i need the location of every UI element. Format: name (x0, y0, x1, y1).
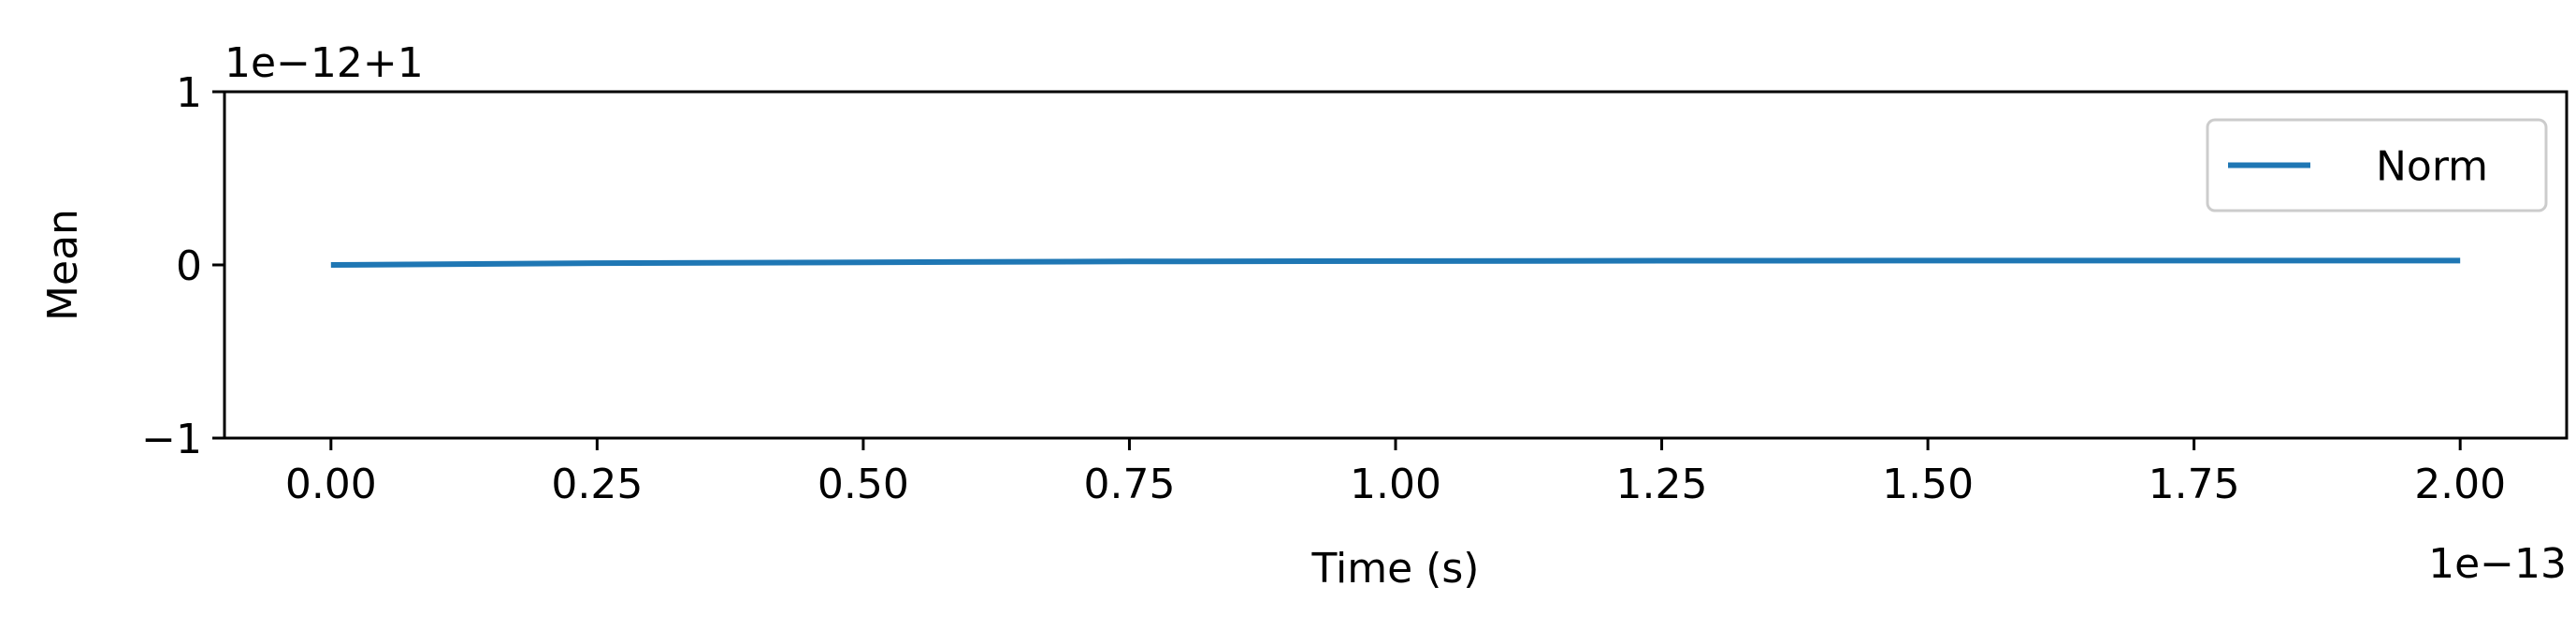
x-tick-label: 0.25 (551, 461, 643, 508)
y-tick-label: 0 (176, 242, 202, 290)
x-tick-label: 2.00 (2414, 461, 2506, 508)
y-axis-label: Mean (39, 209, 87, 321)
x-tick-label: 1.25 (1616, 461, 1708, 508)
x-axis-label: Time (s) (1311, 545, 1480, 593)
y-tick-label: 1 (176, 69, 202, 117)
x-tick-label: 0.50 (818, 461, 909, 508)
series-layer (330, 257, 2461, 268)
axes-ticks: 0.00 0.25 0.50 0.75 1.00 1.25 1.50 1.75 2.00 −1 0 1 (141, 69, 2506, 508)
x-tick-label: 1.50 (1882, 461, 1974, 508)
y-offset-text: 1e−12+1 (224, 39, 424, 87)
x-tick-label: 0.00 (285, 461, 377, 508)
legend-box (2206, 118, 2548, 212)
x-tick-label: 1.00 (1350, 461, 1441, 508)
y-tick-label: −1 (141, 416, 202, 463)
x-offset-text: 1e−13 (2428, 540, 2567, 588)
axes-frame (223, 90, 2569, 440)
series-line-norm (330, 257, 2461, 268)
legend: Norm (2206, 118, 2548, 212)
x-tick-label: 1.75 (2149, 461, 2240, 508)
legend-label: Norm (2376, 143, 2488, 191)
x-tick-label: 0.75 (1083, 461, 1175, 508)
